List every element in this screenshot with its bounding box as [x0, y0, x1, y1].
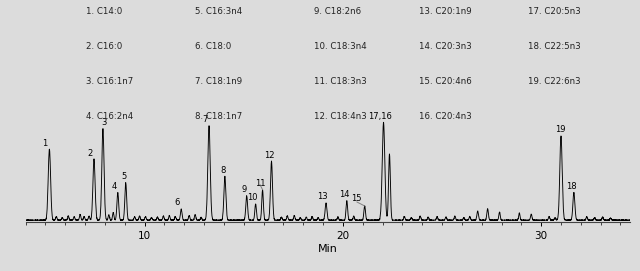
Text: 5. C16:3n4: 5. C16:3n4 [195, 7, 243, 16]
Text: 10: 10 [248, 193, 258, 202]
Text: 14: 14 [339, 190, 349, 199]
Text: 15: 15 [351, 194, 362, 204]
Text: 10. C18:3n4: 10. C18:3n4 [314, 42, 366, 51]
Text: 6: 6 [175, 198, 180, 208]
Text: 9. C18:2n6: 9. C18:2n6 [314, 7, 361, 16]
Text: 13. C20:1n9: 13. C20:1n9 [419, 7, 472, 16]
Text: 14. C20:3n3: 14. C20:3n3 [419, 42, 472, 51]
Text: 13: 13 [317, 192, 328, 201]
Text: 3. C16:1n7: 3. C16:1n7 [86, 77, 134, 86]
Text: 17,16: 17,16 [367, 112, 392, 121]
Text: 18: 18 [566, 182, 577, 191]
Text: 6. C18:0: 6. C18:0 [195, 42, 232, 51]
Text: 12: 12 [264, 151, 275, 160]
Text: 2: 2 [88, 149, 93, 158]
Text: 11: 11 [255, 179, 265, 188]
Text: 8: 8 [220, 166, 225, 175]
Text: 19. C22:6n3: 19. C22:6n3 [528, 77, 580, 86]
Text: 4: 4 [111, 182, 116, 191]
Text: 7: 7 [202, 115, 208, 124]
Text: 1: 1 [42, 138, 47, 147]
Text: 12. C18:4n3: 12. C18:4n3 [314, 112, 366, 121]
Text: 15. C20:4n6: 15. C20:4n6 [419, 77, 472, 86]
Text: 4. C16:2n4: 4. C16:2n4 [86, 112, 134, 121]
Text: 18. C22:5n3: 18. C22:5n3 [528, 42, 580, 51]
Text: 17. C20:5n3: 17. C20:5n3 [528, 7, 580, 16]
Text: 16. C20:4n3: 16. C20:4n3 [419, 112, 472, 121]
X-axis label: Min: Min [318, 244, 338, 254]
Text: 8. C18:1n7: 8. C18:1n7 [195, 112, 243, 121]
Text: 2. C16:0: 2. C16:0 [86, 42, 123, 51]
Text: 9: 9 [241, 185, 246, 194]
Text: 3: 3 [101, 118, 107, 127]
Text: 5: 5 [121, 172, 126, 181]
Text: 19: 19 [555, 125, 565, 134]
Text: 11. C18:3n3: 11. C18:3n3 [314, 77, 366, 86]
Text: 7. C18:1n9: 7. C18:1n9 [195, 77, 243, 86]
Text: 1. C14:0: 1. C14:0 [86, 7, 123, 16]
